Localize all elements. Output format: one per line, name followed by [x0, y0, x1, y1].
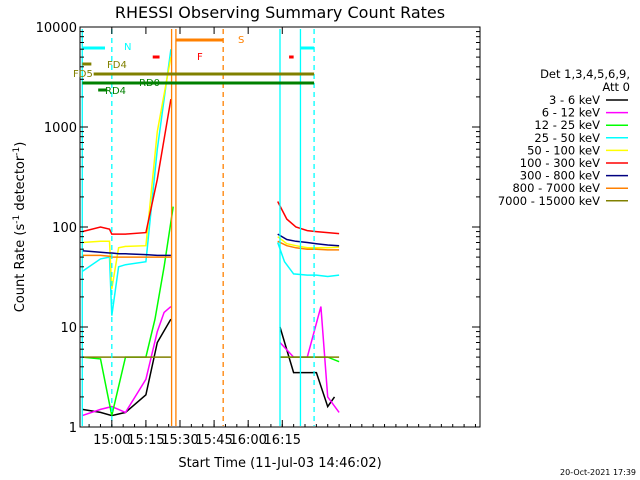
series-800-7000-kev-segment-2 — [277, 240, 340, 251]
annotation-fd4: FD4 — [107, 60, 127, 71]
series-50-100-kev-segment-1 — [82, 56, 172, 290]
annotation-rd4: RD4 — [105, 86, 126, 97]
chart-marks — [81, 49, 340, 417]
x-tick-label: 16:15 — [264, 433, 301, 448]
footer-timestamp: 20-Oct-2021 17:39 — [560, 468, 636, 477]
series-300-800-kev-segment-1 — [82, 249, 171, 257]
y-axis-label-main: Count Rate (s — [13, 224, 28, 313]
series-800-7000-kev-segment-1 — [82, 254, 171, 258]
y-axis-label-mid: detector — [13, 155, 28, 215]
y-tick-label: 100 — [52, 221, 77, 236]
legend-label-800-7000-kev: 800 - 7000 keV — [512, 181, 600, 195]
y-axis-label-sup1: -1 — [12, 215, 22, 224]
y-axis-label: Count Rate (s-1 detector-1) — [12, 142, 28, 313]
x-tick-label: 15:15 — [127, 433, 164, 448]
series-6-12-kev-segment-2 — [279, 306, 340, 413]
y-tick-label: 1 — [69, 421, 77, 436]
chart-annotations: N FD4 FD5 RD0 RD4 F S — [73, 29, 315, 426]
y-tick-label: 10 — [60, 321, 77, 336]
legend-label-50-100-kev: 50 - 100 keV — [527, 143, 600, 157]
series-100-300-kev-segment-2 — [277, 201, 340, 235]
annotation-n: N — [124, 42, 131, 53]
legend-label-7000-15000-kev: 7000 - 15000 keV — [498, 194, 600, 208]
annotation-f: F — [197, 52, 203, 63]
legend-label-3-6-kev: 3 - 6 keV — [549, 93, 600, 107]
x-tick-label: 15:30 — [161, 433, 198, 448]
y-tick-label: 1000 — [44, 121, 77, 136]
series-6-12-kev-segment-1 — [82, 306, 172, 417]
series-3-6-kev-segment-2 — [279, 326, 336, 409]
series-50-100-kev-segment-2 — [277, 236, 340, 249]
legend-header-1: Det 1,3,4,5,6,9, — [540, 67, 630, 81]
legend-label-12-25-kev: 12 - 25 keV — [534, 118, 600, 132]
series-100-300-kev-segment-1 — [82, 98, 172, 235]
chart-title: RHESSI Observing Summary Count Rates — [115, 3, 445, 22]
series-25-50-kev-segment-1 — [81, 49, 172, 316]
x-tick-label: 16:00 — [229, 433, 266, 448]
series-3-6-kev-segment-1 — [82, 318, 172, 417]
legend-label-25-50-kev: 25 - 50 keV — [534, 131, 600, 145]
y-axis-label-end: ) — [13, 142, 28, 147]
legend-label-300-800-kev: 300 - 800 keV — [520, 169, 600, 183]
y-axis-label-sup2: -1 — [12, 147, 22, 156]
x-axis-label: Start Time (11-Jul-03 14:46:02) — [178, 456, 381, 471]
legend-label-6-12-kev: 6 - 12 keV — [542, 106, 600, 120]
x-tick-label: 15:00 — [93, 433, 130, 448]
series-25-50-kev-segment-2 — [276, 242, 340, 278]
x-tick-label: 15:45 — [195, 433, 232, 448]
series-300-800-kev-segment-2 — [277, 233, 340, 247]
series-12-25-kev-segment-1 — [82, 206, 174, 416]
legend-label-100-300-kev: 100 - 300 keV — [520, 156, 600, 170]
annotation-fd5: FD5 — [73, 69, 93, 80]
y-axis-ticks: 1 10 100 1000 10000 — [36, 21, 480, 436]
y-tick-label: 10000 — [36, 21, 77, 36]
annotation-s: S — [238, 35, 244, 46]
annotation-rd0: RD0 — [139, 78, 160, 89]
legend-header-2: Att 0 — [602, 80, 630, 94]
